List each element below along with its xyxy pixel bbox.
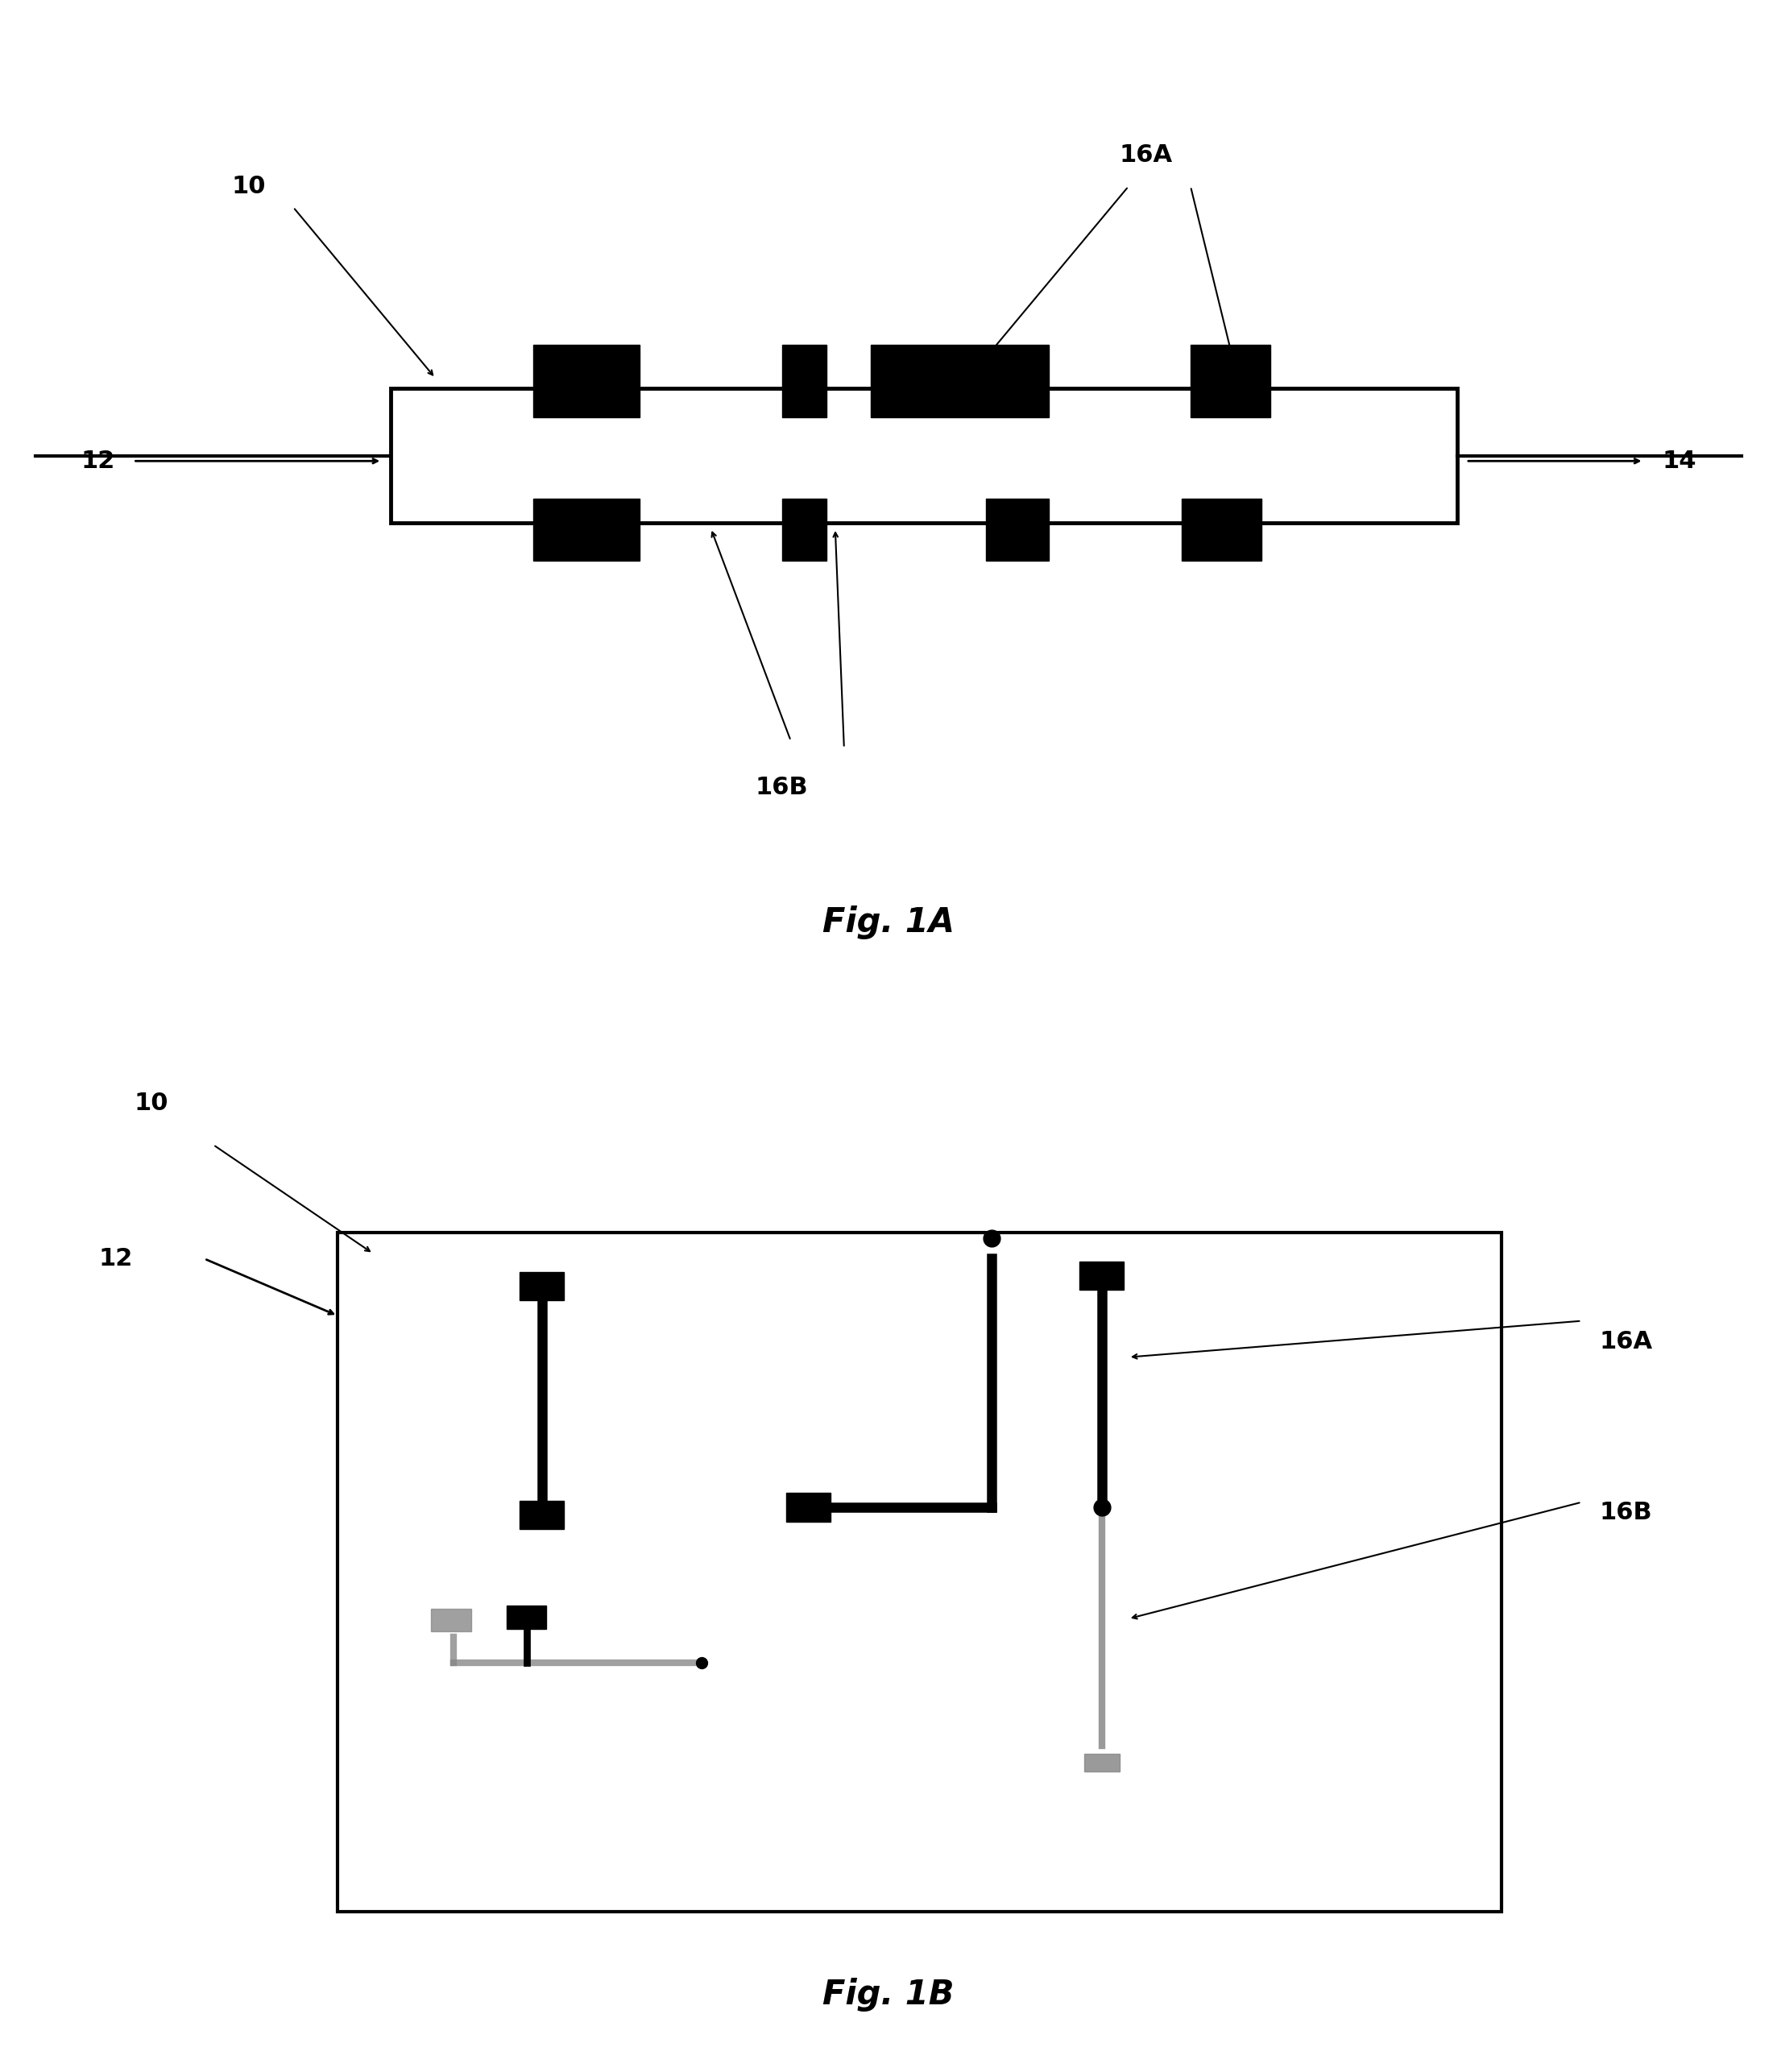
Text: 16A: 16A: [1599, 1330, 1653, 1353]
Text: Fig. 1B: Fig. 1B: [823, 1977, 954, 2012]
Text: 10: 10: [133, 1092, 169, 1115]
Bar: [1182, 497, 1262, 559]
Bar: [871, 344, 1048, 416]
Text: 16B: 16B: [1599, 1500, 1653, 1525]
Bar: [782, 344, 826, 416]
Text: 16B: 16B: [755, 775, 809, 800]
Bar: [519, 1500, 565, 1529]
Bar: [432, 1608, 471, 1633]
Bar: [782, 497, 826, 559]
Bar: [533, 344, 640, 416]
Bar: [1080, 1262, 1125, 1289]
Bar: [986, 497, 1048, 559]
Text: 12: 12: [98, 1247, 133, 1270]
Text: 12: 12: [80, 450, 116, 472]
Bar: [519, 1272, 565, 1301]
Bar: [533, 497, 640, 559]
Text: 14: 14: [1661, 450, 1697, 472]
Bar: [506, 1606, 547, 1629]
Bar: [338, 1233, 1502, 1910]
Bar: [785, 1494, 832, 1521]
Bar: [1191, 344, 1271, 416]
Bar: [1084, 1753, 1120, 1772]
Text: Fig. 1A: Fig. 1A: [823, 905, 954, 939]
Bar: [391, 390, 1457, 522]
Text: 16A: 16A: [1120, 143, 1173, 168]
Text: 10: 10: [231, 174, 267, 199]
